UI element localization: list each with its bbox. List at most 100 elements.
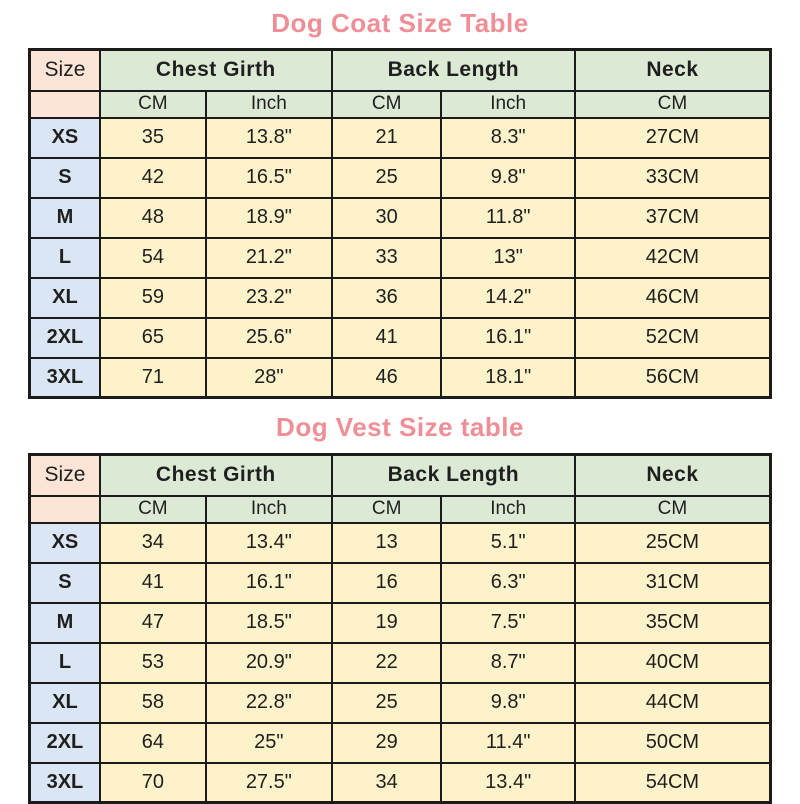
value-cell: 46CM (573, 276, 772, 319)
value-cell: 64 (98, 721, 207, 764)
value-cell: 42CM (573, 236, 772, 279)
value-cell: 13.4" (440, 761, 576, 804)
value-cell: 54 (98, 236, 207, 279)
size-label-cell: XS (28, 116, 101, 159)
neck-cm-header: CM (573, 89, 772, 119)
chest-cm-header: CM (98, 89, 207, 119)
value-cell: 21 (330, 116, 443, 159)
dog-vest-table-title: Dog Vest Size table (276, 412, 524, 442)
value-cell: 21.2" (204, 236, 333, 279)
value-cell: 5.1" (440, 521, 576, 564)
coat-table-body: XS 35 13.8" 21 8.3" 27CM S 42 16.5" 25 9.8" 33CM M 48… (28, 116, 772, 399)
value-cell: 22 (330, 641, 443, 684)
table-row: S 41 16.1" 16 6.3" 31CM (28, 561, 772, 604)
value-cell: 19 (330, 601, 443, 644)
value-cell: 31CM (573, 561, 772, 604)
value-cell: 22.8" (204, 681, 333, 724)
value-cell: 35CM (573, 601, 772, 644)
value-cell: 27.5" (204, 761, 333, 804)
size-column-header: Size (28, 48, 101, 92)
chest-cm-header: CM (98, 494, 207, 524)
value-cell: 16 (330, 561, 443, 604)
value-cell: 40CM (573, 641, 772, 684)
value-cell: 41 (330, 316, 443, 359)
value-cell: 13" (440, 236, 576, 279)
back-length-header: Back Length (330, 48, 576, 92)
table-row: 2XL 65 25.6" 41 16.1" 52CM (28, 316, 772, 359)
size-label-cell: S (28, 561, 101, 604)
value-cell: 13.8" (204, 116, 333, 159)
value-cell: 20.9" (204, 641, 333, 684)
size-label-cell: 3XL (28, 356, 101, 399)
value-cell: 35 (98, 116, 207, 159)
value-cell: 33 (330, 236, 443, 279)
unit-header-row: CM Inch CM Inch CM (28, 494, 772, 524)
table-row: S 42 16.5" 25 9.8" 33CM (28, 156, 772, 199)
value-cell: 27CM (573, 116, 772, 159)
value-cell: 54CM (573, 761, 772, 804)
back-inch-header: Inch (440, 494, 576, 524)
chest-girth-header: Chest Girth (98, 453, 333, 497)
value-cell: 59 (98, 276, 207, 319)
table-row: L 54 21.2" 33 13" 42CM (28, 236, 772, 279)
back-length-header: Back Length (330, 453, 576, 497)
value-cell: 7.5" (440, 601, 576, 644)
table-row: 3XL 71 28" 46 18.1" 56CM (28, 356, 772, 399)
value-cell: 37CM (573, 196, 772, 239)
value-cell: 48 (98, 196, 207, 239)
value-cell: 11.4" (440, 721, 576, 764)
neck-header: Neck (573, 48, 772, 92)
value-cell: 14.2" (440, 276, 576, 319)
value-cell: 11.8" (440, 196, 576, 239)
value-cell: 25CM (573, 521, 772, 564)
value-cell: 56CM (573, 356, 772, 399)
value-cell: 9.8" (440, 681, 576, 724)
size-label-cell: L (28, 236, 101, 279)
table-row: M 47 18.5" 19 7.5" 35CM (28, 601, 772, 644)
chest-girth-header: Chest Girth (98, 48, 333, 92)
value-cell: 30 (330, 196, 443, 239)
value-cell: 25 (330, 681, 443, 724)
value-cell: 34 (98, 521, 207, 564)
value-cell: 50CM (573, 721, 772, 764)
group-header-row: Size Chest Girth Back Length Neck (28, 48, 772, 92)
back-cm-header: CM (330, 494, 443, 524)
value-cell: 29 (330, 721, 443, 764)
dog-coat-table-title: Dog Coat Size Table (271, 8, 529, 38)
size-label-cell: XS (28, 521, 101, 564)
empty-header-cell (28, 89, 101, 119)
value-cell: 23.2" (204, 276, 333, 319)
value-cell: 25" (204, 721, 333, 764)
table-row: 2XL 64 25" 29 11.4" 50CM (28, 721, 772, 764)
back-inch-header: Inch (440, 89, 576, 119)
value-cell: 16.1" (204, 561, 333, 604)
value-cell: 16.5" (204, 156, 333, 199)
value-cell: 71 (98, 356, 207, 399)
value-cell: 9.8" (440, 156, 576, 199)
value-cell: 13 (330, 521, 443, 564)
back-cm-header: CM (330, 89, 443, 119)
value-cell: 8.3" (440, 116, 576, 159)
value-cell: 28" (204, 356, 333, 399)
neck-header: Neck (573, 453, 772, 497)
value-cell: 16.1" (440, 316, 576, 359)
chest-inch-header: Inch (204, 494, 333, 524)
vest-table-body: XS 34 13.4" 13 5.1" 25CM S 41 16.1" 16 6.3" 31CM M 47… (28, 521, 772, 804)
value-cell: 18.1" (440, 356, 576, 399)
table-row: XS 34 13.4" 13 5.1" 25CM (28, 521, 772, 564)
group-header-row: Size Chest Girth Back Length Neck (28, 453, 772, 497)
value-cell: 47 (98, 601, 207, 644)
size-label-cell: XL (28, 681, 101, 724)
dog-vest-size-table: Size Chest Girth Back Length Neck CM Inc… (28, 453, 772, 804)
value-cell: 52CM (573, 316, 772, 359)
dog-coat-size-table: Size Chest Girth Back Length Neck CM Inc… (28, 48, 772, 399)
unit-header-row: CM Inch CM Inch CM (28, 89, 772, 119)
size-label-cell: 3XL (28, 761, 101, 804)
size-column-header: Size (28, 453, 101, 497)
value-cell: 46 (330, 356, 443, 399)
chest-inch-header: Inch (204, 89, 333, 119)
value-cell: 53 (98, 641, 207, 684)
size-label-cell: XL (28, 276, 101, 319)
empty-header-cell (28, 494, 101, 524)
